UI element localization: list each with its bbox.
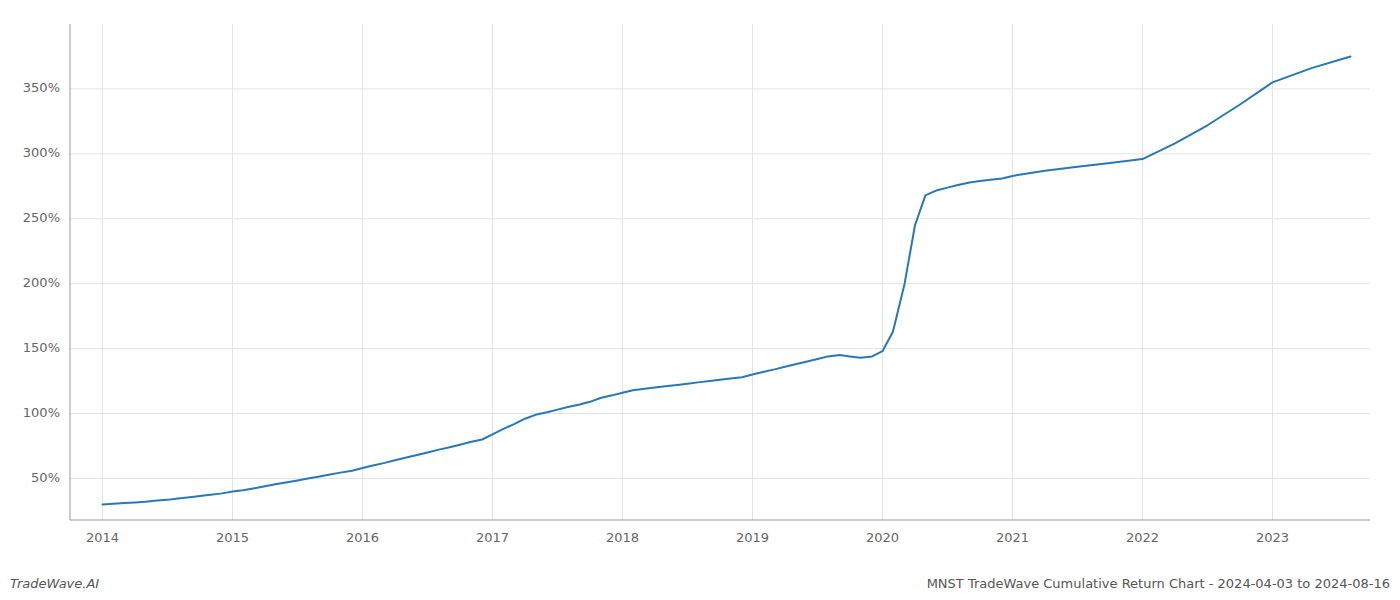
return-line [103, 56, 1351, 504]
y-tick-label: 250% [23, 210, 60, 225]
y-tick-label: 150% [23, 340, 60, 355]
grid-line-x [1272, 24, 1273, 520]
y-tick-label: 300% [23, 145, 60, 160]
x-tick-label: 2022 [1126, 530, 1159, 545]
grid-line-y [70, 153, 1370, 154]
grid-line-y [70, 88, 1370, 89]
chart: 50% 100% 150% 200% 250% 300% 350% 2014 2015 2016 2… [0, 0, 1400, 600]
y-axis-line [70, 24, 71, 520]
grid-line-y [70, 413, 1370, 414]
grid-line-y [70, 283, 1370, 284]
y-tick-label: 50% [31, 470, 60, 485]
y-tick-label: 100% [23, 405, 60, 420]
ticks: 50% 100% 150% 200% 250% 300% 350% 2014 2015 2016 2… [23, 80, 1289, 545]
grid-line-x [622, 24, 623, 520]
y-tick-label: 200% [23, 275, 60, 290]
x-tick-label: 2018 [606, 530, 639, 545]
plot-area [103, 56, 1351, 504]
grid-line-x [232, 24, 233, 520]
grid-line-x [1142, 24, 1143, 520]
grid-line-x [102, 24, 103, 520]
x-tick-label: 2019 [736, 530, 769, 545]
x-tick-label: 2015 [216, 530, 249, 545]
x-tick-label: 2023 [1256, 530, 1289, 545]
title: MNST TradeWave Cumulative Return Chart -… [927, 576, 1390, 591]
x-axis-line [70, 520, 1370, 521]
x-tick-label: 2014 [86, 530, 119, 545]
x-tick-label: 2020 [866, 530, 899, 545]
x-tick-label: 2016 [346, 530, 379, 545]
y-tick-label: 350% [23, 80, 60, 95]
grid-line-x [882, 24, 883, 520]
grid [70, 24, 1370, 520]
watermark: TradeWave.AI [10, 576, 99, 591]
x-tick-label: 2021 [996, 530, 1029, 545]
grid-line-x [752, 24, 753, 520]
grid-line-y [70, 218, 1370, 219]
grid-line-x [492, 24, 493, 520]
grid-line-x [362, 24, 363, 520]
grid-line-y [70, 478, 1370, 479]
x-tick-label: 2017 [476, 530, 509, 545]
grid-line-y [70, 348, 1370, 349]
grid-line-x [1012, 24, 1013, 520]
